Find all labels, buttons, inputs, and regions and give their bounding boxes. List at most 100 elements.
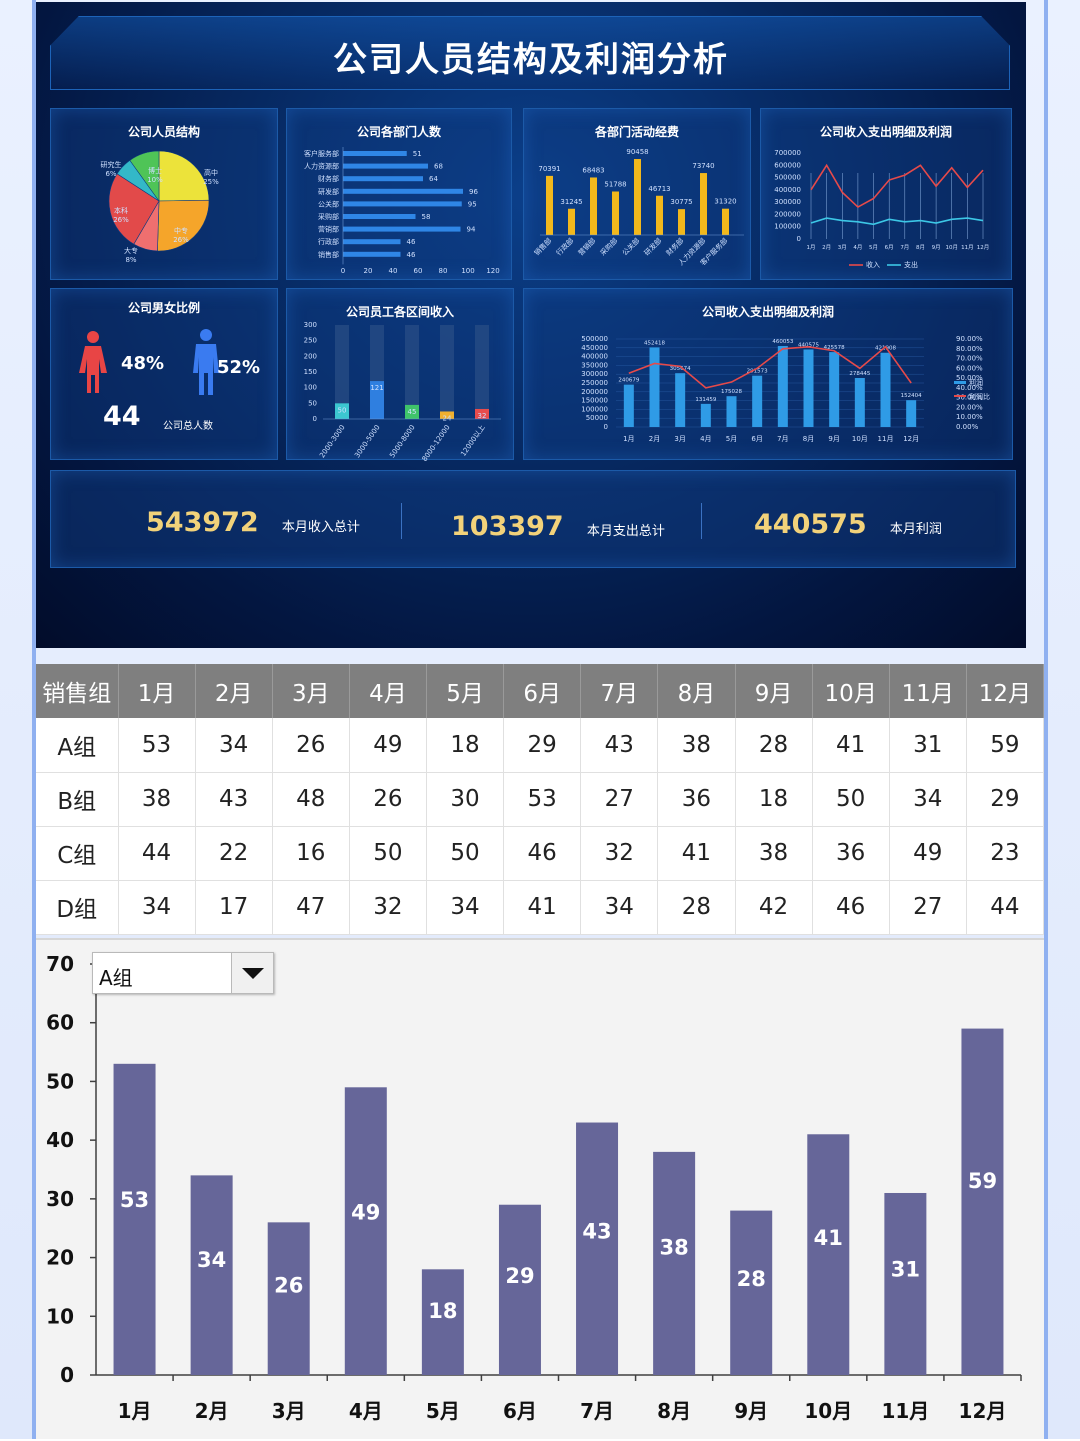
income-tick-label: 100000 xyxy=(774,223,801,231)
profit-bar xyxy=(829,352,840,427)
kpi-label: 本月支出总计 xyxy=(586,524,665,539)
dept-tick-label: 20 xyxy=(364,267,373,275)
table-cell: 34 xyxy=(195,718,273,773)
profit-pct-tick-label: 60.00% xyxy=(956,364,983,372)
dept-label: 销售部 xyxy=(318,250,339,259)
table-cell: 36 xyxy=(812,826,890,881)
profit-month-label: 7月 xyxy=(777,435,788,443)
table-cell: 41 xyxy=(503,880,582,935)
income-month-label: 5月 xyxy=(869,244,878,251)
expense-bar xyxy=(678,209,685,235)
male-percent: 52% xyxy=(217,357,261,378)
table-cell: 59 xyxy=(966,718,1045,773)
salary-tick-label: 0 xyxy=(313,415,317,423)
bar-value-label: 34 xyxy=(197,1248,226,1272)
profit-month-label: 5月 xyxy=(726,435,737,443)
profit-bar xyxy=(700,403,711,427)
expense-value-label: 90458 xyxy=(626,148,648,156)
income-expense-line-chart: 700000 600000 500000 400000 300000 200000 1000… xyxy=(774,149,989,269)
profit-tick-label: 500000 xyxy=(581,335,608,343)
salary-bar-track xyxy=(405,325,419,419)
table-cell: 18 xyxy=(735,772,813,827)
y-tick-label: 60 xyxy=(46,1011,74,1035)
x-tick-label: 6月 xyxy=(503,1399,537,1423)
group-select-dropdown[interactable]: A组 xyxy=(92,952,274,994)
table-cell: 38 xyxy=(118,772,196,827)
dept-label: 研发部 xyxy=(318,187,339,196)
table-cell: 43 xyxy=(580,718,659,773)
dept-bar xyxy=(343,201,462,207)
profit-value-label: 460053 xyxy=(772,339,793,345)
kpi-label: 本月收入总计 xyxy=(281,520,360,535)
table-cell: 44 xyxy=(966,880,1045,935)
table-cell: 49 xyxy=(889,826,967,881)
expense-category-label: 研发部 xyxy=(642,236,663,257)
table-header-cell: 9月 xyxy=(735,664,813,718)
female-icon xyxy=(79,331,107,393)
bar-value-label: 29 xyxy=(505,1264,534,1288)
dashboard: 公司人员结构及利润分析 公司人员结构 高中 25% 中专 26% 大专 8% 本科 26% 研究… xyxy=(36,2,1026,648)
pie-slice-percent: 26% xyxy=(113,216,129,224)
profit-value-label: 131459 xyxy=(695,397,716,403)
income-month-label: 9月 xyxy=(932,244,941,251)
bar xyxy=(807,1134,850,1375)
expense-value-label: 31320 xyxy=(714,198,736,206)
panel-title: 公司收入支出明细及利润 xyxy=(819,125,952,139)
table-cell: 38 xyxy=(657,718,736,773)
legend-swatch xyxy=(954,395,966,397)
table-cell: 16 xyxy=(272,826,350,881)
profit-tick-label: 300000 xyxy=(581,370,608,378)
dept-label: 客户服务部 xyxy=(304,149,339,158)
expense-bar xyxy=(612,191,619,235)
panel-title: 公司员工各区间收入 xyxy=(345,305,454,319)
profit-month-label: 6月 xyxy=(751,435,762,443)
expense-category-label: 公关部 xyxy=(620,236,641,257)
salary-tick-label: 300 xyxy=(304,321,317,329)
profit-month-label: 11月 xyxy=(878,435,894,443)
profit-tick-label: 0 xyxy=(604,423,608,431)
bar-value-label: 26 xyxy=(274,1274,303,1298)
income-tick-label: 700000 xyxy=(774,149,801,157)
y-tick-label: 40 xyxy=(46,1128,74,1152)
profit-bar xyxy=(880,352,891,427)
table-cell: 17 xyxy=(195,880,273,935)
dept-value-label: 96 xyxy=(469,188,478,196)
bar-value-label: 18 xyxy=(428,1299,457,1323)
profit-bar xyxy=(623,384,634,427)
profit-tick-label: 200000 xyxy=(581,388,608,396)
dept-tick-label: 120 xyxy=(486,267,499,275)
dept-label: 公关部 xyxy=(318,199,339,208)
table-cell: 31 xyxy=(889,718,967,773)
profit-month-label: 1月 xyxy=(623,435,634,443)
bar xyxy=(113,1063,156,1375)
x-tick-label: 7月 xyxy=(580,1399,614,1423)
bar xyxy=(421,1269,464,1375)
table-cell: 46 xyxy=(812,880,890,935)
expense-value-label: 46713 xyxy=(648,185,670,193)
income-tick-label: 200000 xyxy=(774,210,801,218)
salary-bar-track xyxy=(475,325,489,419)
x-tick-label: 10月 xyxy=(804,1399,852,1423)
table-cell: 32 xyxy=(349,880,428,935)
table-row: C组 44 22 16 50 50 46 32 41 38 36 49 23 xyxy=(36,826,1045,881)
expense-value-label: 68483 xyxy=(582,166,604,174)
profit-tick-label: 100000 xyxy=(581,405,608,413)
bar-value-label: 31 xyxy=(891,1258,920,1282)
table-header-cell: 6月 xyxy=(503,664,582,718)
dropdown-toggle-button[interactable] xyxy=(231,953,273,993)
profit-tick-label: 50000 xyxy=(586,414,608,422)
profit-pct-tick-label: 10.00% xyxy=(956,413,983,421)
bar xyxy=(961,1028,1004,1375)
salary-bar-track xyxy=(335,325,349,419)
legend-label: 收入 xyxy=(866,260,880,269)
pie-slice xyxy=(157,199,210,252)
income-month-label: 11月 xyxy=(961,244,974,251)
total-headcount-label: 公司总人数 xyxy=(163,421,213,432)
table-header-cell: 销售组 xyxy=(36,664,119,718)
table-cell: 29 xyxy=(503,718,582,773)
salary-category-label: 5000-8000 xyxy=(388,424,416,460)
table-cell: 53 xyxy=(118,718,196,773)
expense-category-label: 销售部 xyxy=(532,236,553,257)
pie-slice-percent: 10% xyxy=(147,176,163,184)
dept-headcount-chart: 客户服务部 51 人力资源部 68 财务部 64 研发部 96 公关部 95 采购部 58 营销部 94 行… xyxy=(304,147,500,275)
